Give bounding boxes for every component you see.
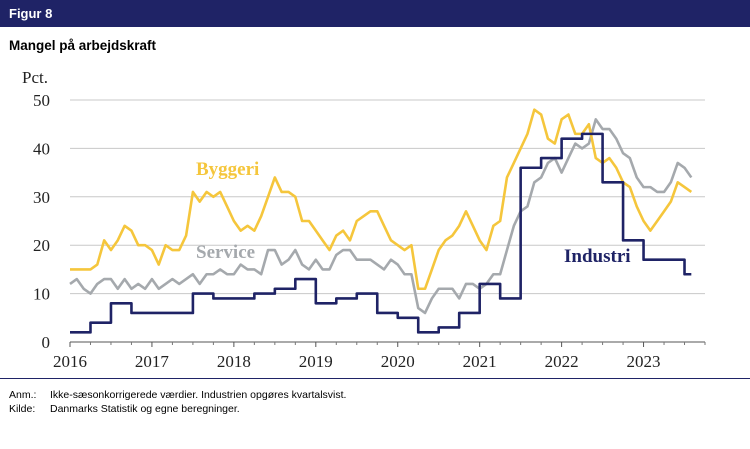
note-anm-text: Ikke-sæsonkorrigerede værdier. Industrie… <box>50 389 347 401</box>
series-label-service: Service <box>196 242 255 263</box>
y-tick-label-20: 20 <box>33 236 50 255</box>
note-kilde-label: Kilde: <box>9 403 36 415</box>
x-tick-label-2021: 2021 <box>463 352 497 371</box>
bottom-rule <box>0 378 750 379</box>
note-kilde: Kilde: Danmarks Statistik og egne beregn… <box>9 402 346 416</box>
series-line-service <box>69 118 693 315</box>
x-tick-label-2020: 2020 <box>381 352 415 371</box>
x-tick-label-2022: 2022 <box>545 352 579 371</box>
series-line-byggeri <box>70 108 693 291</box>
x-tick-label-2017: 2017 <box>135 352 170 371</box>
figure-title: Mangel på arbejdskraft <box>9 38 157 53</box>
notes: Anm.: Ikke-sæsonkorrigerede værdier. Ind… <box>9 388 346 416</box>
y-tick-label-30: 30 <box>33 188 50 207</box>
note-anm-label: Anm.: <box>9 389 37 401</box>
figure-label: Figur 8 <box>9 6 53 21</box>
x-tick-label-2019: 2019 <box>299 352 333 371</box>
chart: 0 10 20 30 40 50 Pct. 2016 2017 2018 2019 2020 2021 2… <box>22 68 706 371</box>
x-tick-label-2023: 2023 <box>627 352 661 371</box>
figure-header: Figur 8 <box>0 0 750 27</box>
y-tick-label-10: 10 <box>33 285 50 304</box>
y-axis-label: Pct. <box>22 68 48 87</box>
y-tick-label-0: 0 <box>42 333 51 352</box>
x-tick-label-2018: 2018 <box>217 352 251 371</box>
note-kilde-text: Danmarks Statistik og egne beregninger. <box>50 403 240 415</box>
series-label-industri: Industri <box>564 246 631 267</box>
series-line-industri <box>70 132 692 334</box>
y-tick-label-50: 50 <box>33 91 50 110</box>
y-tick-label-40: 40 <box>33 139 50 158</box>
series-label-byggeri: Byggeri <box>196 159 259 180</box>
note-anm: Anm.: Ikke-sæsonkorrigerede værdier. Ind… <box>9 388 346 402</box>
x-tick-label-2016: 2016 <box>53 352 87 371</box>
